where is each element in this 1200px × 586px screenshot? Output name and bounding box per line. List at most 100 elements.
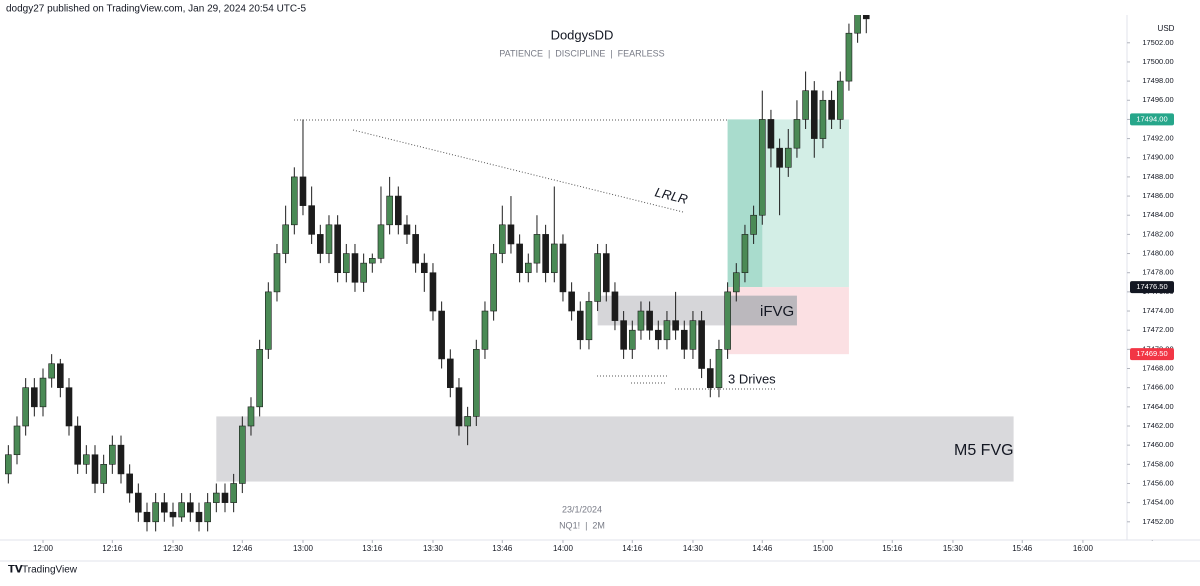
- x-tick-label: 12:30: [163, 544, 184, 553]
- candle-body: [481, 310, 489, 350]
- candle-body: [429, 272, 437, 312]
- candle-body: [57, 363, 64, 388]
- candle-body: [169, 511, 177, 518]
- currency: USD: [1158, 24, 1175, 33]
- candle-body: [39, 377, 47, 408]
- axes: 17452.00 17454.00 17456.00 17458.00 17460.00…: [33, 38, 1200, 560]
- candle-body: [776, 147, 783, 168]
- candle-body: [498, 224, 506, 254]
- y-tick-label: 17456.00: [1142, 478, 1173, 487]
- candle-body: [109, 444, 116, 465]
- candle-body: [299, 176, 307, 206]
- x-tick-label: 13:46: [492, 544, 513, 553]
- x-tick-label: 12:00: [33, 544, 54, 553]
- y-tick-label: 17452.00: [1142, 517, 1173, 526]
- watermark: NQ1! | 2M: [559, 520, 605, 530]
- price-label-bg: [1130, 348, 1174, 361]
- y-tick-label: 17458.00: [1142, 459, 1173, 468]
- candle-body: [533, 234, 541, 264]
- y-tick-label: 17478.00: [1142, 268, 1173, 277]
- candle-body: [672, 320, 679, 331]
- candle-body: [637, 310, 645, 331]
- footer-logo: 𝗧𝗩: [8, 565, 23, 576]
- candle-body: [195, 511, 203, 523]
- candle-body: [732, 272, 740, 293]
- y-tick-label: 17464.00: [1142, 402, 1173, 411]
- candle-body: [576, 310, 584, 341]
- axis-cover: [1128, 541, 1200, 560]
- candle-body: [784, 147, 792, 168]
- annotation: iFVG: [760, 303, 794, 320]
- candle-body: [317, 234, 324, 254]
- candle-body: [74, 425, 81, 465]
- candle-body: [421, 262, 428, 274]
- candle-body: [5, 454, 12, 475]
- candle-body: [559, 243, 567, 293]
- candle-body: [620, 320, 627, 350]
- candle-body: [65, 387, 73, 427]
- candle-body: [273, 253, 281, 293]
- x-tick-label: 13:16: [362, 544, 383, 553]
- candle-body: [715, 349, 723, 388]
- candle-body: [178, 502, 185, 518]
- candle-body: [663, 320, 671, 341]
- candle-body: [524, 262, 532, 274]
- candle-body: [100, 464, 107, 484]
- candle-body: [48, 363, 55, 379]
- candle-body: [594, 253, 601, 302]
- candle-body: [654, 329, 662, 341]
- x-tick-label: 14:30: [683, 544, 704, 553]
- candle-body: [386, 195, 393, 226]
- candle-body: [377, 224, 385, 259]
- x-tick-label: 15:16: [882, 544, 903, 553]
- candle-body: [802, 90, 809, 120]
- candle-body: [308, 205, 315, 235]
- candle-body: [265, 291, 272, 350]
- y-tick-label: 17462.00: [1142, 421, 1173, 430]
- y-tick-label: 17460.00: [1142, 440, 1173, 449]
- candle-body: [611, 291, 619, 321]
- y-tick-label: 17484.00: [1142, 210, 1173, 219]
- candle-body: [395, 195, 402, 226]
- y-tick-label: 17454.00: [1142, 498, 1173, 507]
- y-tick-label: 17490.00: [1142, 153, 1173, 162]
- price-label-bg: [1130, 113, 1174, 126]
- price-label-bg: [1130, 281, 1174, 294]
- y-tick-label: 17492.00: [1142, 134, 1173, 143]
- x-tick-label: 12:46: [232, 544, 253, 553]
- candle-body: [152, 502, 159, 523]
- candle-body: [542, 234, 549, 274]
- candle-body: [360, 262, 367, 283]
- candle-body: [143, 511, 151, 523]
- candle-body: [845, 32, 853, 82]
- candle-body: [464, 416, 471, 427]
- candle-body: [602, 253, 610, 293]
- candle-body: [836, 80, 844, 120]
- candle-body: [438, 310, 445, 360]
- candle-body: [187, 502, 194, 513]
- x-tick-label: 16:00: [1073, 544, 1094, 553]
- candle-body: [507, 224, 515, 245]
- candle-body: [819, 99, 827, 139]
- candle-body: [706, 368, 714, 388]
- candle-body: [568, 291, 575, 312]
- x-tick-label: 14:00: [553, 544, 574, 553]
- candle-body: [862, 15, 870, 20]
- footer: TradingView: [22, 565, 78, 576]
- candle-body: [117, 444, 125, 475]
- candle-body: [282, 224, 289, 254]
- candle-body: [758, 119, 766, 216]
- y-tick-label: 17480.00: [1142, 249, 1173, 258]
- candle-body: [403, 224, 411, 235]
- y-tick-label: 17474.00: [1142, 306, 1173, 315]
- y-tick-label: 17486.00: [1142, 191, 1173, 200]
- candle-body: [83, 454, 90, 465]
- candle-body: [213, 492, 220, 503]
- x-tick-label: 13:00: [293, 544, 314, 553]
- x-tick-label: 13:30: [423, 544, 444, 553]
- subtitle: PATIENCE | DISCIPLINE | FEARLESS: [499, 48, 664, 58]
- candle-body: [689, 320, 697, 350]
- annotation: 3 Drives: [728, 371, 776, 386]
